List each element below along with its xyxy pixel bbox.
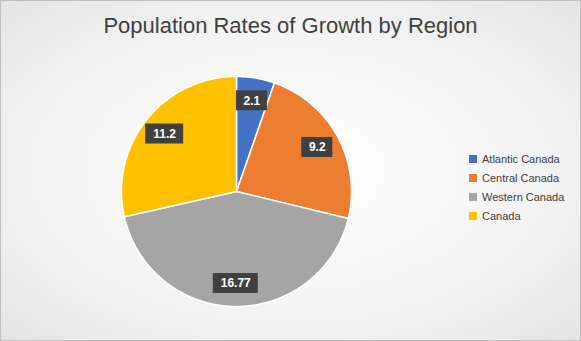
svg-text:11.2: 11.2 (153, 127, 176, 141)
svg-text:9.2: 9.2 (309, 140, 326, 154)
html-text:Canada: Canada (482, 209, 521, 222)
svg-text:2.1: 2.1 (244, 94, 261, 108)
html-text:Western Canada: Western Canada (482, 190, 565, 203)
html-text:Population Rates of Growth by: Population Rates of Growth by Region (103, 13, 478, 38)
svg-text:16.77: 16.77 (221, 276, 251, 290)
html-text:Central Canada: Central Canada (482, 171, 560, 184)
html-text:Atlantic Canada: Atlantic Canada (482, 152, 560, 165)
